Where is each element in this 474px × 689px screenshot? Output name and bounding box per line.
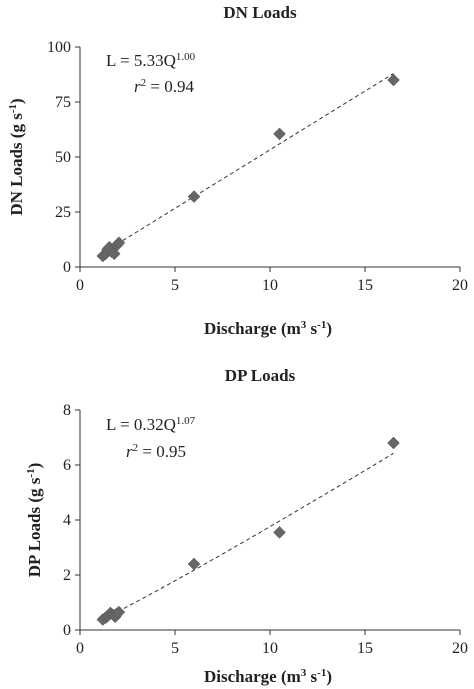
x-tick-label: 5: [171, 277, 179, 294]
x-tick-label: 0: [76, 277, 84, 294]
y-axis-label: DP Loads (g s-1): [25, 463, 44, 578]
x-tick-label: 0: [76, 640, 84, 657]
data-point-8: [112, 605, 126, 619]
chart-panel-2: DP Loads 0 2 4 6 8 0 5 10 15 20 Discharge (m3 s-1) D…: [25, 366, 468, 686]
data-point-9: [187, 190, 201, 203]
chart-title: DN Loads: [223, 3, 297, 22]
r-squared: r2 = 0.95: [126, 442, 186, 461]
fit-line: [98, 73, 394, 256]
x-axis-label: Discharge (m3 s-1): [204, 319, 332, 338]
y-tick-label: 50: [55, 149, 71, 166]
y-tick-label: 0: [63, 622, 71, 639]
y-tick-label: 75: [55, 94, 71, 111]
data-point-11: [387, 436, 400, 450]
x-tick-label: 10: [262, 277, 278, 294]
y-tick-label: 8: [63, 402, 71, 419]
fit-equation: L = 5.33Q1.00: [106, 51, 196, 70]
chart-title: DP Loads: [225, 366, 296, 385]
x-tick-label: 20: [452, 640, 468, 657]
fit-line: [98, 452, 394, 622]
y-axis-label: DN Loads (g s-1): [7, 98, 26, 215]
data-point-11: [387, 73, 400, 87]
x-tick-label: 15: [357, 640, 373, 657]
chart-panel-1: DN Loads 0 25 50 75 100 0 5 10 15 20 Discharge (m3 …: [7, 3, 468, 338]
x-tick-label: 10: [262, 640, 278, 657]
y-tick-label: 4: [63, 512, 71, 529]
data-point-8: [112, 236, 126, 250]
y-tick-label: 0: [63, 259, 71, 276]
x-tick-label: 15: [357, 277, 373, 294]
data-point-10: [273, 127, 286, 141]
r-squared: r2 = 0.94: [134, 77, 194, 96]
x-tick-label: 20: [452, 277, 468, 294]
data-point-9: [187, 557, 201, 571]
y-tick-label: 25: [55, 204, 71, 221]
y-tick-label: 100: [47, 39, 71, 56]
y-tick-label: 2: [63, 567, 71, 584]
x-tick-label: 5: [171, 640, 179, 657]
y-tick-label: 6: [63, 457, 71, 474]
x-axis-label: Discharge (m3 s-1): [204, 667, 332, 686]
data-point-10: [273, 526, 286, 539]
fit-equation: L = 0.32Q1.07: [106, 415, 196, 434]
